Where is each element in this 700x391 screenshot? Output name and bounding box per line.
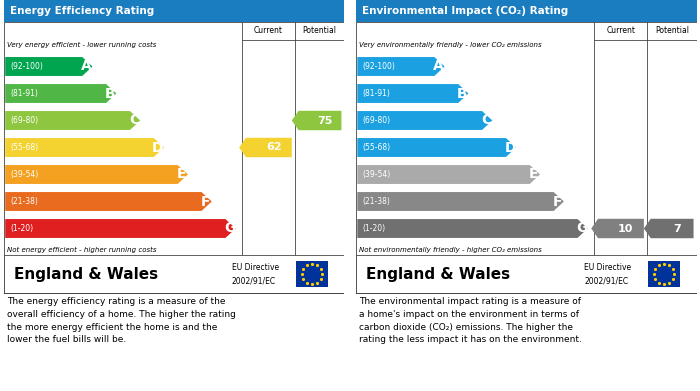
Polygon shape [5,57,92,76]
Text: (92-100): (92-100) [10,62,43,71]
Text: The energy efficiency rating is a measure of the
overall efficiency of a home. T: The energy efficiency rating is a measur… [7,297,236,344]
Polygon shape [357,57,444,76]
Text: (81-91): (81-91) [10,89,38,98]
Text: EU Directive
2002/91/EC: EU Directive 2002/91/EC [232,263,279,285]
Text: F: F [201,194,211,208]
Text: C: C [129,113,139,127]
Polygon shape [357,84,468,103]
Bar [4,0,344,22]
Bar [356,22,696,293]
Polygon shape [5,138,164,157]
Text: 62: 62 [266,142,281,152]
Text: (1-20): (1-20) [363,224,386,233]
Text: Not energy efficient - higher running costs: Not energy efficient - higher running co… [7,248,156,253]
Text: 10: 10 [618,224,634,233]
Bar [4,255,344,293]
Polygon shape [5,165,188,184]
Bar [295,261,328,287]
Text: Current: Current [606,27,635,36]
Polygon shape [644,219,694,238]
Text: 75: 75 [317,115,332,126]
Polygon shape [5,84,116,103]
Text: Very environmentally friendly - lower CO₂ emissions: Very environmentally friendly - lower CO… [359,41,542,48]
Text: Potential: Potential [302,27,337,36]
Text: A: A [81,59,92,74]
Text: 7: 7 [673,224,681,233]
Text: (69-80): (69-80) [363,116,391,125]
Text: (55-68): (55-68) [10,143,38,152]
Text: E: E [529,167,538,181]
Text: The environmental impact rating is a measure of
a home's impact on the environme: The environmental impact rating is a mea… [359,297,582,344]
Text: D: D [504,140,516,154]
Polygon shape [292,111,342,130]
Polygon shape [239,138,292,157]
Text: (21-38): (21-38) [363,197,391,206]
Text: E: E [177,167,186,181]
Text: Not environmentally friendly - higher CO₂ emissions: Not environmentally friendly - higher CO… [359,248,542,253]
Polygon shape [357,138,516,157]
Text: C: C [481,113,491,127]
Text: England & Wales: England & Wales [14,267,158,282]
Text: A: A [433,59,444,74]
Text: G: G [224,221,235,235]
Text: (39-54): (39-54) [10,170,38,179]
Text: B: B [457,86,468,100]
Text: Energy Efficiency Rating: Energy Efficiency Rating [10,6,155,16]
Text: B: B [105,86,116,100]
Bar [356,255,696,293]
Text: Very energy efficient - lower running costs: Very energy efficient - lower running co… [7,41,156,48]
Polygon shape [5,111,140,130]
Polygon shape [592,219,644,238]
Polygon shape [5,192,212,211]
Text: (81-91): (81-91) [363,89,391,98]
Text: (69-80): (69-80) [10,116,38,125]
Text: (92-100): (92-100) [363,62,396,71]
Text: Potential: Potential [654,27,689,36]
Polygon shape [357,165,540,184]
Text: G: G [576,221,587,235]
Text: (55-68): (55-68) [363,143,391,152]
Text: (21-38): (21-38) [10,197,38,206]
Bar [4,22,344,293]
Text: Current: Current [254,27,283,36]
Polygon shape [357,219,588,238]
Bar [356,0,696,22]
Text: England & Wales: England & Wales [366,267,510,282]
Text: (1-20): (1-20) [10,224,34,233]
Text: (39-54): (39-54) [363,170,391,179]
Polygon shape [5,219,236,238]
Text: EU Directive
2002/91/EC: EU Directive 2002/91/EC [584,263,631,285]
Text: D: D [152,140,164,154]
Bar [648,261,680,287]
Polygon shape [357,192,564,211]
Polygon shape [357,111,492,130]
Text: Environmental Impact (CO₂) Rating: Environmental Impact (CO₂) Rating [363,6,568,16]
Text: F: F [553,194,563,208]
